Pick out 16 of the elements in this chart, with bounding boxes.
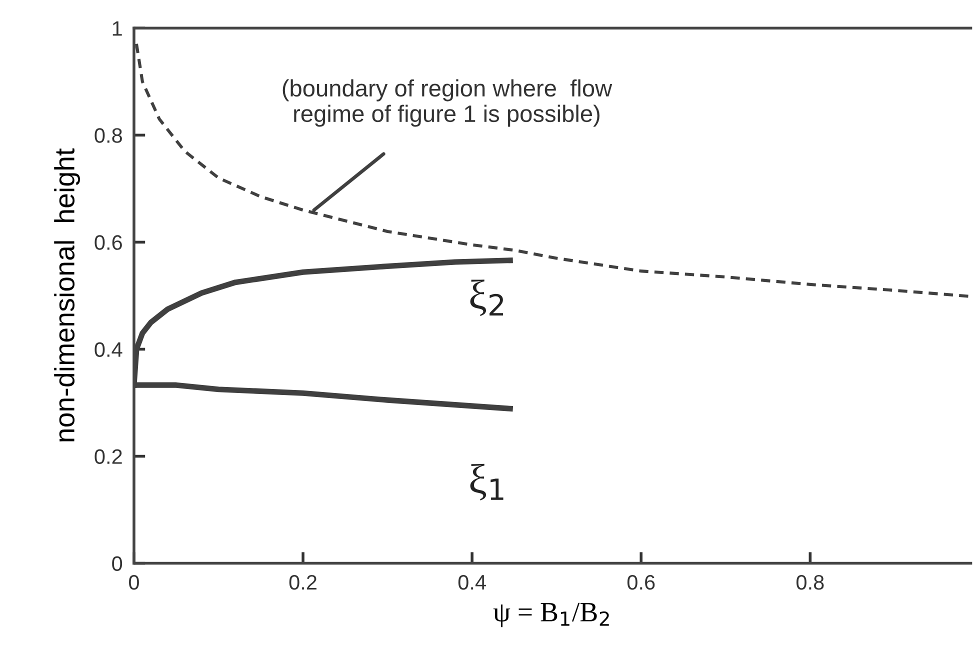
series-label: ξ$_{1}$ bbox=[470, 464, 504, 500]
y-tick-label: 0.2 bbox=[94, 449, 122, 464]
annotation: (boundary of region where flow regime of figure 1 is possible) bbox=[282, 79, 612, 127]
y-tick-label: 0.4 bbox=[94, 342, 122, 357]
y-tick-label: 1 bbox=[112, 21, 122, 36]
y-tick-label: 0.6 bbox=[94, 235, 122, 250]
x-tick-label: 0.2 bbox=[289, 574, 316, 590]
x-tick-label: 0.8 bbox=[796, 574, 824, 590]
x-tick-label: 0.4 bbox=[458, 574, 486, 590]
x-axis-title: ψ = B$_{1}$/B$_{2}$ bbox=[493, 602, 609, 628]
x-tick-label: 0 bbox=[129, 574, 139, 590]
y-axis-title: non-dimensional height bbox=[54, 148, 80, 442]
y-tick-label: 0.8 bbox=[94, 128, 122, 143]
x-tick-label: 0.6 bbox=[627, 574, 655, 590]
series-label: ξ$_{2}$ bbox=[470, 280, 504, 316]
y-tick-label: 0 bbox=[112, 556, 122, 572]
